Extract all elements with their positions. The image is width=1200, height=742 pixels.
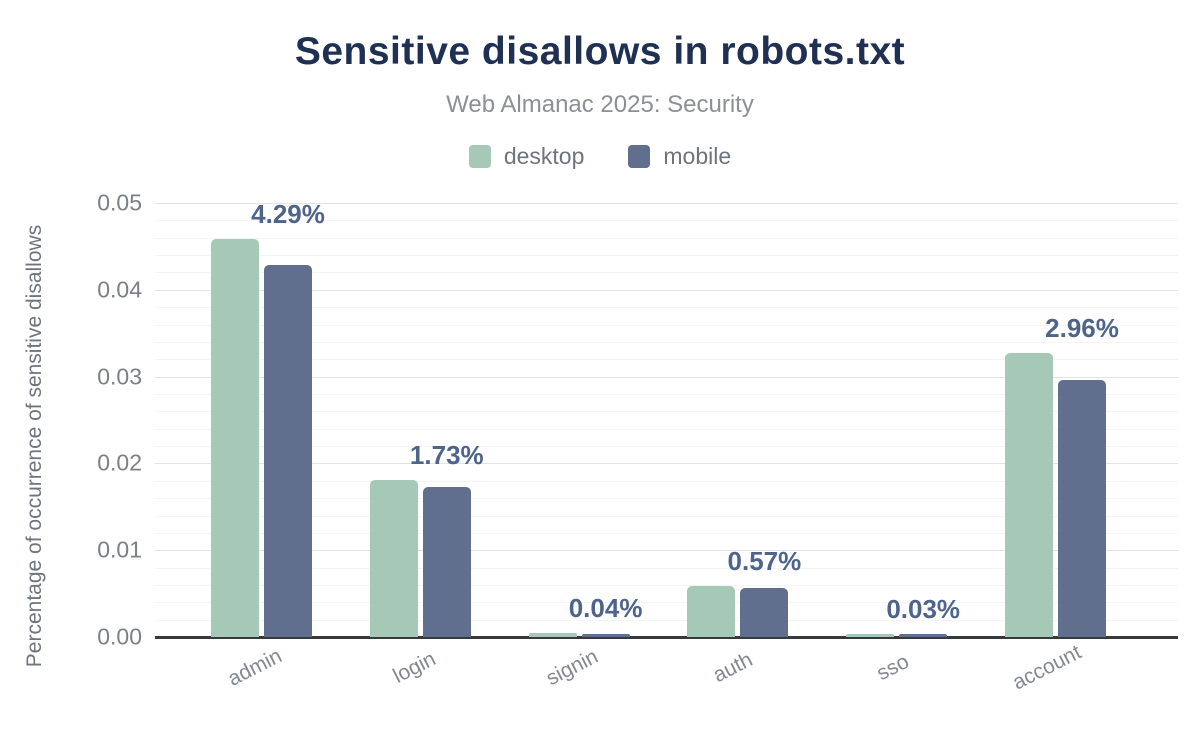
y-tick-label: 0.02 — [97, 449, 142, 476]
bar-value-label-auth: 0.57% — [727, 545, 802, 576]
gridline-minor — [155, 394, 1178, 395]
bar-mobile-account[interactable] — [1058, 380, 1106, 637]
legend-item-mobile[interactable]: mobile — [628, 143, 731, 170]
x-axis-line — [155, 636, 1178, 639]
gridline-minor — [155, 498, 1178, 500]
gridline-major — [155, 203, 1178, 204]
chart-subtitle: Web Almanac 2025: Security — [446, 91, 754, 118]
bar-mobile-sso[interactable] — [899, 634, 948, 637]
gridline-minor — [155, 307, 1178, 309]
gridline-minor — [155, 428, 1178, 430]
x-tick-label-sso: sso — [872, 649, 913, 686]
y-tick-label: 0.00 — [97, 623, 142, 650]
bar-desktop-account[interactable] — [1005, 353, 1053, 637]
legend-swatch-mobile — [628, 145, 651, 168]
gridline-major — [155, 550, 1178, 552]
bar-desktop-sso[interactable] — [846, 634, 895, 637]
gridline-minor — [155, 272, 1178, 274]
y-tick-label: 0.05 — [97, 189, 142, 216]
bar-value-label-admin: 4.29% — [251, 198, 325, 229]
bar-desktop-login[interactable] — [369, 479, 418, 637]
gridline-minor — [155, 567, 1178, 569]
legend-swatch-desktop — [468, 145, 491, 168]
y-tick-label: 0.01 — [97, 536, 142, 563]
gridline-minor — [155, 359, 1178, 361]
bar-value-label-signin: 0.04% — [568, 592, 643, 623]
gridline-minor — [155, 255, 1178, 257]
bar-value-label-login: 1.73% — [409, 439, 484, 470]
chart-title: Sensitive disallows in robots.txt — [294, 30, 906, 73]
bar-mobile-signin[interactable] — [581, 633, 630, 637]
gridline-minor — [155, 324, 1178, 326]
gridline-minor — [155, 341, 1178, 343]
bar-value-label-sso: 0.03% — [886, 594, 961, 625]
x-tick-label-signin: signin — [542, 644, 602, 691]
legend: desktop mobile — [0, 143, 1200, 170]
y-tick-label: 0.04 — [97, 276, 142, 303]
gridline-major — [155, 289, 1178, 291]
gridline-minor — [155, 411, 1178, 413]
x-tick-label-account: account — [1008, 640, 1085, 695]
gridline-minor — [155, 619, 1178, 621]
bar-mobile-auth[interactable] — [740, 587, 789, 637]
gridline-minor — [155, 515, 1178, 517]
x-tick-label-admin: admin — [223, 644, 286, 691]
bar-mobile-login[interactable] — [422, 486, 471, 637]
gridline-minor — [155, 602, 1178, 604]
gridline-minor — [155, 480, 1178, 482]
gridline-minor — [155, 584, 1178, 586]
bar-mobile-admin[interactable] — [264, 264, 312, 637]
legend-label-mobile: mobile — [663, 143, 732, 169]
legend-label-desktop: desktop — [503, 143, 585, 169]
bar-desktop-auth[interactable] — [687, 585, 736, 637]
gridline-major — [155, 463, 1178, 465]
gridline-minor — [155, 220, 1178, 222]
gridline-major — [155, 376, 1178, 378]
y-tick-label: 0.03 — [97, 363, 142, 390]
legend-item-desktop[interactable]: desktop — [468, 143, 585, 170]
gridline-minor — [155, 446, 1178, 447]
bar-desktop-signin[interactable] — [528, 632, 577, 637]
bar-value-label-account: 2.96% — [1045, 313, 1119, 344]
gridline-minor — [155, 237, 1178, 239]
x-tick-label-auth: auth — [709, 648, 757, 688]
gridline-minor — [155, 532, 1178, 534]
x-tick-label-login: login — [389, 647, 440, 688]
bar-desktop-admin[interactable] — [211, 238, 259, 637]
